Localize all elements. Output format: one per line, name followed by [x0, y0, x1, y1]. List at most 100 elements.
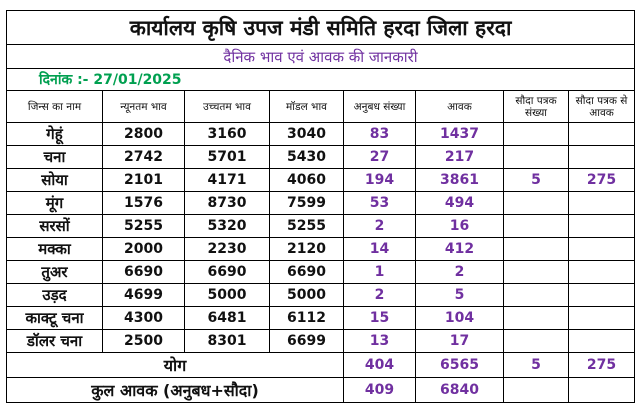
grand-total-row: कुल आवक (अनुबध+सौदा) 409 6840 [6, 377, 636, 403]
cell-modal: 5430 [269, 145, 344, 169]
cell-sauda-arrival [567, 306, 636, 330]
cell-sauda-arrival [567, 329, 636, 353]
cell-min: 4699 [102, 283, 185, 307]
cell-name: चना [6, 145, 103, 169]
header-anubadh-count: अनुबध संख्या [343, 90, 416, 123]
header-sauda-arrival-text: सौदा पत्रक से आवक [575, 94, 628, 119]
total-sauda-count: 5 [503, 352, 569, 378]
grand-total-anubadh-count: 409 [343, 377, 416, 403]
cell-max: 5701 [184, 145, 270, 169]
cell-anubadh-count: 2 [343, 214, 416, 238]
cell-sauda-arrival [567, 122, 636, 146]
cell-min: 1576 [102, 191, 185, 215]
table-row: तुअर 6690 6690 6690 1 2 [6, 260, 636, 284]
cell-modal: 5000 [269, 283, 344, 307]
cell-name: सरसों [6, 214, 103, 238]
table-row: मक्का 2000 2230 2120 14 412 [6, 237, 636, 261]
cell-name: सोया [6, 168, 103, 192]
header-row: जिन्स का नाम न्यूनतम भाव उच्चतम भाव मॉडल… [6, 90, 636, 123]
cell-anubadh-count: 15 [343, 306, 416, 330]
cell-anubadh-count: 1 [343, 260, 416, 284]
cell-min: 2800 [102, 122, 185, 146]
cell-sauda-count [503, 191, 569, 215]
cell-modal: 7599 [269, 191, 344, 215]
cell-sauda-count [503, 283, 569, 307]
cell-anubadh-count: 27 [343, 145, 416, 169]
header-modal: मॉडल भाव [269, 90, 344, 123]
cell-name: काक्टू चना [6, 306, 103, 330]
cell-arrival: 104 [415, 306, 504, 330]
cell-arrival: 217 [415, 145, 504, 169]
header-sauda-count-text: सौदा पत्रक संख्या [515, 94, 557, 119]
table-row: काक्टू चना 4300 6481 6112 15 104 [6, 306, 636, 330]
page-title: कार्यालय कृषि उपज मंडी समिति हरदा जिला ह… [5, 10, 636, 45]
cell-arrival: 412 [415, 237, 504, 261]
cell-max: 5000 [184, 283, 270, 307]
cell-sauda-arrival: 275 [567, 168, 636, 192]
cell-sauda-arrival [567, 214, 636, 238]
header-sauda-arrival: सौदा पत्रक से आवक [567, 90, 636, 123]
rate-table: कार्यालय कृषि उपज मंडी समिति हरदा जिला ह… [5, 10, 636, 403]
cell-arrival: 494 [415, 191, 504, 215]
cell-arrival: 3861 [415, 168, 504, 192]
cell-anubadh-count: 13 [343, 329, 416, 353]
cell-anubadh-count: 14 [343, 237, 416, 261]
grand-total-empty-2 [567, 377, 636, 403]
header-sauda-count: सौदा पत्रक संख्या [503, 90, 569, 123]
cell-modal: 6112 [269, 306, 344, 330]
cell-sauda-arrival [567, 145, 636, 169]
table-row: डॉलर चना 2500 8301 6699 13 17 [6, 329, 636, 353]
cell-name: गेहूं [6, 122, 103, 146]
grand-total-arrival: 6840 [415, 377, 504, 403]
cell-sauda-arrival [567, 260, 636, 284]
cell-sauda-count [503, 214, 569, 238]
total-arrival: 6565 [415, 352, 504, 378]
cell-sauda-count [503, 306, 569, 330]
cell-name: मक्का [6, 237, 103, 261]
total-label: योग [6, 352, 344, 378]
page-subtitle: दैनिक भाव एवं आवक की जानकारी [5, 44, 636, 69]
cell-min: 2101 [102, 168, 185, 192]
total-sauda-arrival: 275 [567, 352, 636, 378]
cell-arrival: 17 [415, 329, 504, 353]
cell-name: तुअर [6, 260, 103, 284]
cell-max: 5320 [184, 214, 270, 238]
cell-name: मूंग [6, 191, 103, 215]
cell-sauda-arrival [567, 283, 636, 307]
cell-anubadh-count: 2 [343, 283, 416, 307]
cell-modal: 5255 [269, 214, 344, 238]
total-anubadh-count: 404 [343, 352, 416, 378]
cell-sauda-count [503, 329, 569, 353]
cell-min: 2500 [102, 329, 185, 353]
cell-sauda-count: 5 [503, 168, 569, 192]
cell-sauda-count [503, 145, 569, 169]
date-cell: दिनांक :- 27/01/2025 [5, 68, 636, 91]
header-arrival: आवक [415, 90, 504, 123]
cell-modal: 6699 [269, 329, 344, 353]
cell-anubadh-count: 83 [343, 122, 416, 146]
header-name: जिन्स का नाम [6, 90, 103, 123]
table-row: गेहूं 2800 3160 3040 83 1437 [6, 122, 636, 146]
grand-total-empty-1 [503, 377, 569, 403]
table-row: मूंग 1576 8730 7599 53 494 [6, 191, 636, 215]
cell-modal: 2120 [269, 237, 344, 261]
cell-min: 4300 [102, 306, 185, 330]
cell-arrival: 16 [415, 214, 504, 238]
cell-arrival: 2 [415, 260, 504, 284]
cell-max: 8301 [184, 329, 270, 353]
cell-modal: 4060 [269, 168, 344, 192]
cell-anubadh-count: 53 [343, 191, 416, 215]
cell-min: 2742 [102, 145, 185, 169]
cell-sauda-arrival [567, 191, 636, 215]
mandi-rate-sheet: कार्यालय कृषि उपज मंडी समिति हरदा जिला ह… [5, 10, 636, 403]
cell-max: 4171 [184, 168, 270, 192]
table-row: सरसों 5255 5320 5255 2 16 [6, 214, 636, 238]
cell-sauda-arrival [567, 237, 636, 261]
cell-name: डॉलर चना [6, 329, 103, 353]
cell-arrival: 5 [415, 283, 504, 307]
cell-max: 8730 [184, 191, 270, 215]
header-min: न्यूनतम भाव [102, 90, 185, 123]
date-label: दिनांक :- [39, 72, 89, 88]
cell-min: 6690 [102, 260, 185, 284]
table-row: उड़द 4699 5000 5000 2 5 [6, 283, 636, 307]
